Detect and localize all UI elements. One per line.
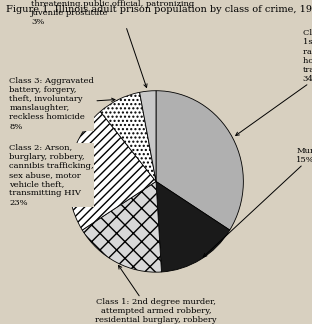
Wedge shape xyxy=(69,111,156,230)
Wedge shape xyxy=(100,92,156,181)
Text: Class X: Attempted
1st-degree murder,
rape, armed robbery,
home invasion, drug
t: Class X: Attempted 1st-degree murder, ra… xyxy=(236,29,312,135)
Wedge shape xyxy=(156,91,243,230)
Wedge shape xyxy=(156,181,230,272)
Wedge shape xyxy=(82,181,162,272)
Text: Murder
15%: Murder 15% xyxy=(203,147,312,257)
Text: Figure 1. Illinois adult prison population by class of crime, 1992: Figure 1. Illinois adult prison populati… xyxy=(6,5,312,14)
Text: Class 2: Arson,
burglary, robbery,
cannibis trafficking,
sex abuse, motor
vehicl: Class 2: Arson, burglary, robbery, canni… xyxy=(9,143,94,207)
Text: Class 1: 2nd degree murder,
attempted armed robbery,
residential burglary, robbe: Class 1: 2nd degree murder, attempted ar… xyxy=(95,265,217,324)
Text: Class 3: Aggravated
battery, forgery,
theft, involuntary
manslaughter,
reckless : Class 3: Aggravated battery, forgery, th… xyxy=(9,77,115,131)
Text: Class 4: Child abduction, computer fraud,
threatening public official, patronizi: Class 4: Child abduction, computer fraud… xyxy=(31,0,208,87)
Wedge shape xyxy=(140,91,156,181)
